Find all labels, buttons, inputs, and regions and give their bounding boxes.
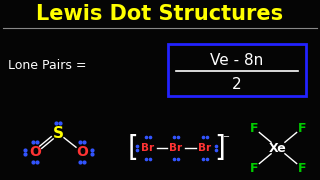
Text: Lewis Dot Structures: Lewis Dot Structures xyxy=(36,4,284,24)
Text: 2: 2 xyxy=(232,76,242,91)
Text: −: − xyxy=(222,132,229,141)
Text: Br: Br xyxy=(198,143,212,153)
Text: Lone Pairs =: Lone Pairs = xyxy=(8,58,86,71)
Text: F: F xyxy=(298,161,306,174)
Text: F: F xyxy=(250,161,258,174)
Text: O: O xyxy=(29,145,41,159)
Text: Br: Br xyxy=(169,143,183,153)
Text: O: O xyxy=(76,145,88,159)
Text: S: S xyxy=(52,125,63,141)
Text: Xe: Xe xyxy=(269,141,287,154)
Bar xyxy=(168,44,306,96)
Text: Ve - 8n: Ve - 8n xyxy=(210,53,264,68)
Text: F: F xyxy=(298,122,306,134)
Text: Br: Br xyxy=(141,143,155,153)
Text: F: F xyxy=(250,122,258,134)
Text: ]: ] xyxy=(215,134,225,162)
Text: [: [ xyxy=(128,134,139,162)
